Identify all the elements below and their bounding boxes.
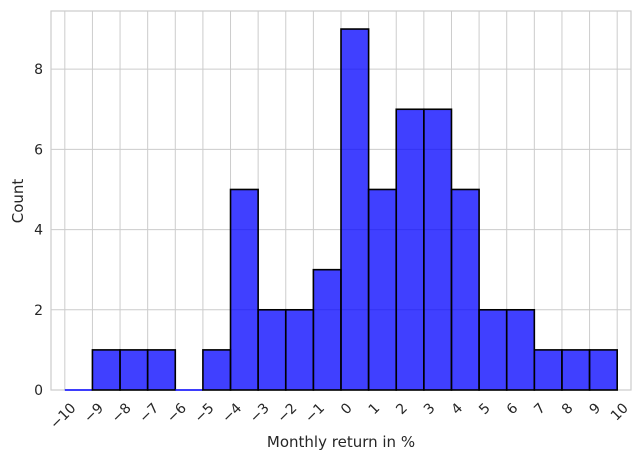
x-tick-label: 10 [608,400,632,424]
x-tick-label: −9 [81,400,107,426]
histogram-bar [423,108,453,391]
x-tick-label: 1 [366,400,384,418]
histogram-bar [478,308,508,391]
histogram-bar [561,349,591,391]
histogram-bar [119,349,149,391]
histogram-bar [367,188,398,391]
x-tick-label: 8 [559,400,577,418]
x-tick-label: 2 [393,400,411,418]
histogram-bar [533,349,563,391]
x-tick-label: 4 [448,400,466,418]
x-tick-label: 5 [476,400,494,418]
histogram-bar [312,268,342,391]
y-tick-label: 4 [34,223,43,239]
histogram-bar [284,308,315,391]
x-tick-label: 6 [504,400,522,418]
x-tick-label: −4 [219,400,245,426]
x-tick-label: 9 [587,400,605,418]
histogram-bar [340,28,370,391]
x-tick-label: −6 [164,400,190,426]
histogram-bar [257,308,287,391]
histogram-bar [91,349,121,391]
x-tick-label: −7 [136,400,162,426]
x-tick-label: 7 [531,400,549,418]
x-tick-label: 3 [421,400,439,418]
histogram-bar [450,188,480,391]
histogram-bar [229,188,259,391]
x-tick-label: −1 [302,400,328,426]
x-tick-label: −3 [247,400,273,426]
x-tick-label: 0 [338,400,356,418]
histogram-bar [146,349,177,391]
x-tick-label: −8 [109,400,135,426]
histogram-bar [588,349,618,391]
y-tick-label: 2 [34,303,43,319]
x-tick-label: −5 [192,400,218,426]
x-tick-label: −10 [47,400,79,432]
histogram-bar [395,108,425,391]
histogram-bar [202,349,232,391]
y-tick-label: 8 [34,62,43,78]
x-tick-label: −2 [274,400,300,426]
y-tick-label: 6 [34,142,43,158]
histogram-bars [64,28,618,391]
x-tick-labels: −10 −9 −8 −7 −6 −5 −4 −3 −2 −1 0 1 2 3 4 5 6 7 8 9 10 [47,400,632,432]
histogram-bar [505,308,536,391]
x-axis-label: Monthly return in % [267,433,415,451]
y-tick-labels: 0 2 4 6 8 [34,62,43,399]
y-axis-label: Count [9,179,27,224]
y-tick-label: 0 [34,383,43,399]
